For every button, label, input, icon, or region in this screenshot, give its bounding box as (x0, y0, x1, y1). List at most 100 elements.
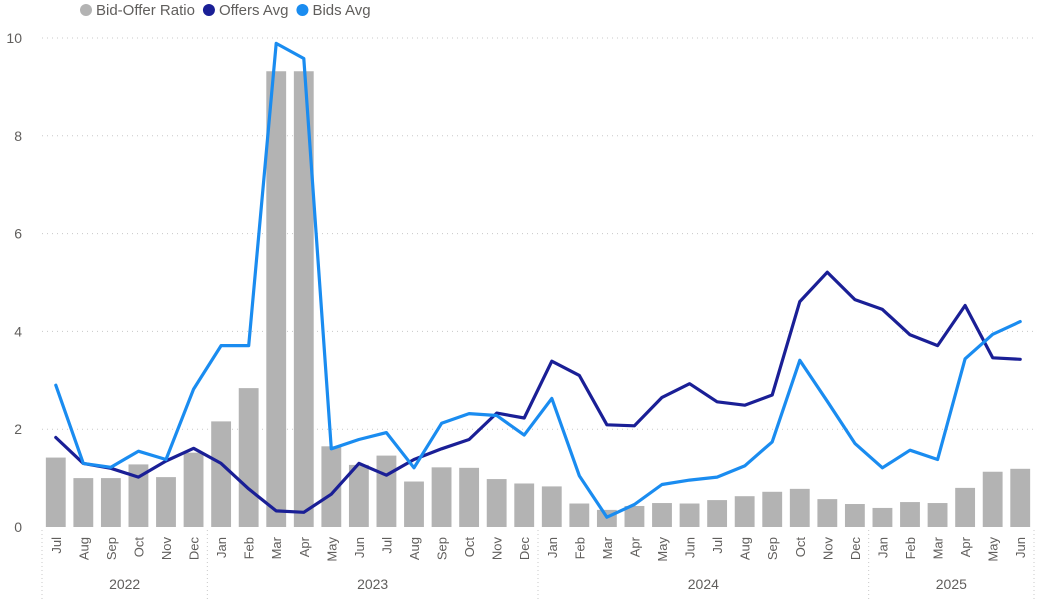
legend-item-bids-avg[interactable]: Bids Avg (296, 2, 371, 19)
bar-bid-offer-ratio[interactable] (955, 487, 976, 527)
legend[interactable]: Bid-Offer Ratio Offers Avg Bids Avg (80, 2, 371, 19)
x-tick-label: Sep (765, 537, 780, 560)
x-tick-label: Mar (931, 536, 946, 559)
x-tick-label: Jan (214, 537, 229, 558)
bar-bid-offer-ratio[interactable] (514, 483, 535, 527)
bar-bid-offer-ratio[interactable] (156, 477, 176, 527)
bars-group (45, 71, 1031, 527)
bar-bid-offer-ratio[interactable] (183, 452, 204, 527)
bar-bid-offer-ratio[interactable] (45, 457, 66, 527)
x-tick-label: Aug (738, 537, 753, 560)
bar-bid-offer-ratio[interactable] (679, 503, 700, 527)
x-axis: Jul Aug Sep Oct Nov Dec Jan Feb Mar Apr May Jun Jul A… (41, 530, 1035, 600)
year-label: 2023 (357, 576, 388, 592)
y-axis: 0 2 4 6 8 10 (6, 30, 22, 535)
x-tick-label: May (655, 537, 670, 562)
x-tick-label: Mar (269, 536, 284, 559)
x-tick-label: Feb (903, 537, 918, 559)
bar-bid-offer-ratio[interactable] (404, 481, 424, 527)
bar-bid-offer-ratio[interactable] (293, 71, 314, 527)
bar-bid-offer-ratio[interactable] (624, 505, 645, 527)
bar-bid-offer-ratio[interactable] (211, 421, 232, 527)
x-tick-label: Jun (352, 537, 367, 558)
bar-bid-offer-ratio[interactable] (266, 71, 287, 527)
legend-label: Bid-Offer Ratio (96, 2, 195, 19)
x-tick-label: Aug (76, 537, 91, 560)
x-tick-label: Feb (572, 537, 587, 559)
bar-bid-offer-ratio[interactable] (73, 478, 94, 527)
legend-marker (80, 4, 92, 16)
x-tick-label: Jun (1013, 537, 1028, 558)
legend-item-offers-avg[interactable]: Offers Avg (202, 2, 289, 19)
bar-bid-offer-ratio[interactable] (128, 464, 149, 527)
x-tick-label: Sep (104, 537, 119, 560)
bar-bid-offer-ratio[interactable] (844, 504, 865, 527)
bar-bid-offer-ratio[interactable] (348, 464, 369, 527)
bar-bid-offer-ratio[interactable] (789, 488, 810, 527)
y-tick-label: 10 (6, 30, 22, 46)
bar-bid-offer-ratio[interactable] (872, 507, 893, 527)
y-tick-label: 0 (14, 519, 22, 535)
bar-bid-offer-ratio[interactable] (762, 491, 783, 527)
x-tick-label: Mar (600, 536, 615, 559)
x-tick-label: Apr (958, 536, 973, 557)
bar-bid-offer-ratio[interactable] (431, 467, 452, 527)
x-tick-label: Apr (627, 536, 642, 557)
x-tick-label: Nov (490, 537, 505, 561)
x-tick-label: Sep (435, 537, 450, 560)
x-tick-label: Apr (297, 536, 312, 557)
bar-bid-offer-ratio[interactable] (376, 455, 397, 527)
x-tick-label: Nov (159, 537, 174, 561)
bar-bid-offer-ratio[interactable] (100, 478, 121, 527)
x-tick-label: Dec (187, 537, 202, 561)
x-tick-label: May (986, 537, 1001, 562)
y-tick-label: 6 (14, 226, 22, 242)
x-tick-label: Jan (545, 537, 560, 558)
bar-bid-offer-ratio[interactable] (734, 496, 755, 527)
legend-label: Bids Avg (312, 2, 370, 19)
bar-bid-offer-ratio[interactable] (707, 500, 728, 527)
year-label: 2025 (936, 576, 967, 592)
x-tick-label: Jul (710, 537, 725, 554)
bar-bid-offer-ratio[interactable] (900, 502, 920, 527)
x-tick-label: Dec (848, 537, 863, 561)
bar-bid-offer-ratio[interactable] (541, 486, 562, 527)
bar-bid-offer-ratio[interactable] (321, 446, 342, 527)
bar-bid-offer-ratio[interactable] (569, 503, 590, 527)
x-tick-label: Feb (242, 537, 257, 559)
bar-bid-offer-ratio[interactable] (817, 499, 838, 527)
line-bids-avg[interactable] (54, 41, 1022, 519)
gridlines (42, 37, 1034, 430)
x-tick-label: Oct (131, 537, 146, 558)
x-tick-label: Dec (517, 537, 532, 561)
bar-bid-offer-ratio[interactable] (459, 467, 480, 527)
bar-bid-offer-ratio[interactable] (1010, 468, 1031, 527)
year-label: 2022 (109, 576, 140, 592)
bar-bid-offer-ratio[interactable] (238, 388, 259, 527)
x-tick-label: May (324, 537, 339, 562)
legend-item-bid-offer-ratio[interactable]: Bid-Offer Ratio (80, 2, 195, 19)
x-tick-label: Aug (407, 537, 422, 560)
legend-marker (296, 4, 309, 16)
x-tick-label: Nov (820, 537, 835, 561)
y-tick-label: 2 (14, 421, 22, 437)
lines-group (54, 41, 1022, 519)
legend-label: Offers Avg (219, 2, 289, 19)
y-tick-label: 4 (14, 323, 22, 339)
x-tick-label: Jul (379, 537, 394, 554)
line-offers-avg[interactable] (54, 270, 1022, 514)
y-tick-label: 8 (14, 128, 22, 144)
legend-marker (202, 4, 215, 16)
x-tick-label: Jan (875, 537, 890, 558)
x-tick-label: Jul (49, 537, 64, 554)
bar-bid-offer-ratio[interactable] (927, 503, 948, 527)
x-tick-label: Oct (462, 537, 477, 558)
bar-bid-offer-ratio[interactable] (652, 503, 672, 527)
bar-bid-offer-ratio[interactable] (486, 479, 507, 527)
x-tick-label: Jun (683, 537, 698, 558)
year-label: 2024 (688, 576, 719, 592)
x-tick-label: Oct (793, 537, 808, 558)
bar-bid-offer-ratio[interactable] (982, 471, 1003, 527)
